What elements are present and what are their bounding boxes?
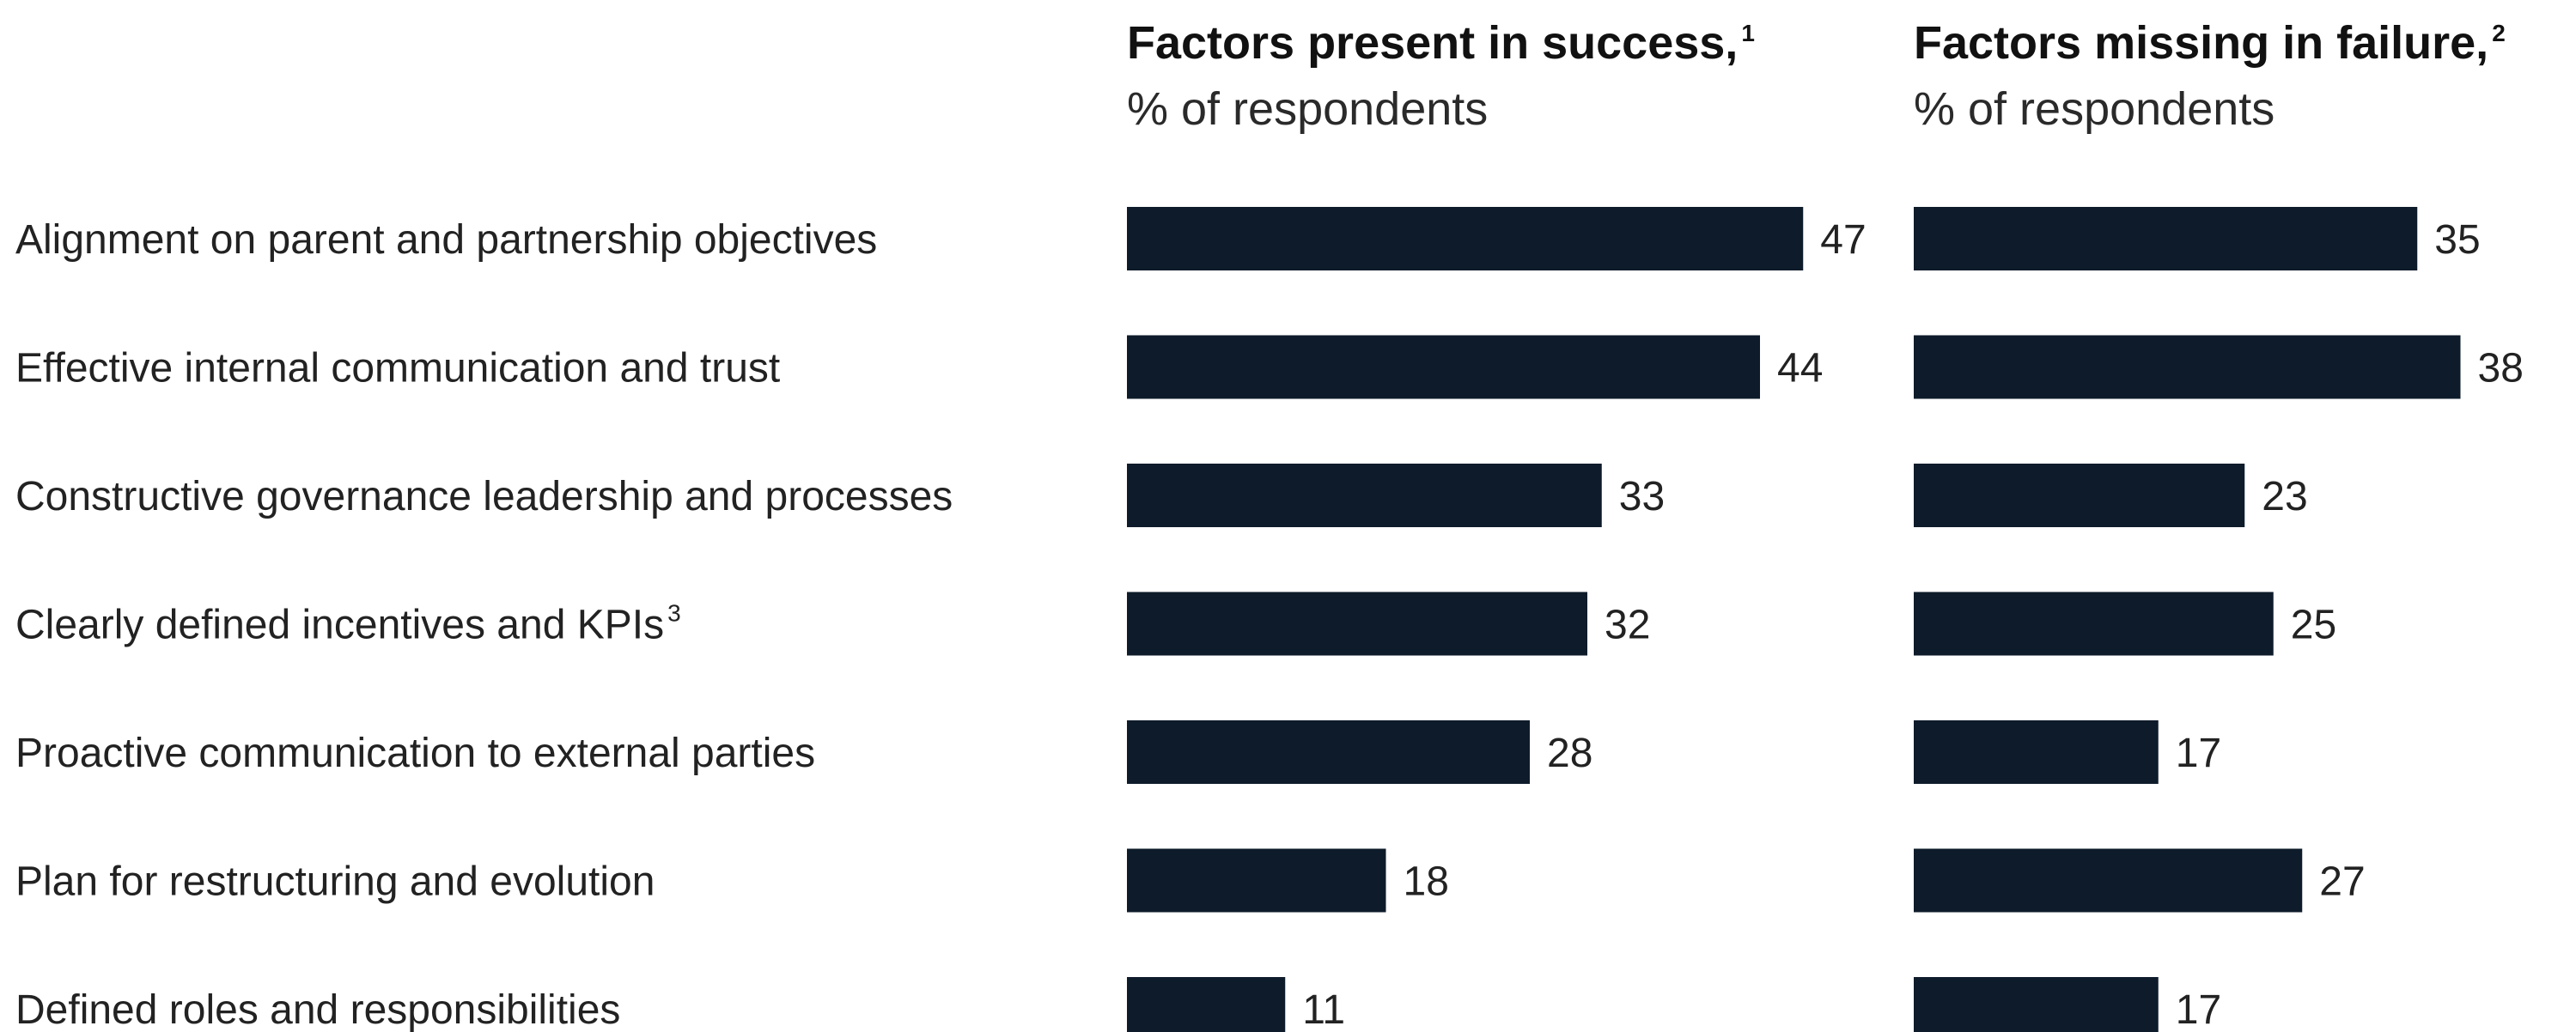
category-label-text: Alignment on parent and partnership obje… [15, 217, 877, 263]
success-panel: Factors present in success, 1 % of respon… [1127, 17, 1867, 1032]
success-bars: 47 44 33 32 28 18 11 [1127, 207, 1867, 1032]
success-panel-title: Factors present in success, 1 [1127, 17, 1755, 69]
category-label: Clearly defined incentives and KPIs 3 [15, 600, 681, 648]
category-label: Plan for restructuring and evolution [15, 859, 655, 905]
failure-panel: Factors missing in failure, 2 % of respon… [1914, 17, 2524, 1032]
value-label: 28 [1547, 731, 1592, 776]
bar [1127, 977, 1286, 1032]
failure-panel-title-footnote: 2 [2492, 20, 2506, 46]
value-label: 23 [2262, 474, 2307, 519]
value-label: 25 [2291, 603, 2336, 648]
bar [1914, 720, 2159, 784]
success-panel-title-text: Factors present in success, [1127, 17, 1738, 69]
value-label: 35 [2434, 217, 2480, 263]
category-label: Defined roles and responsibilities [15, 987, 620, 1032]
bar [1914, 977, 2159, 1032]
category-label: Effective internal communication and tru… [15, 346, 780, 392]
category-labels: Alignment on parent and partnership obje… [15, 217, 953, 1032]
bar [1127, 720, 1530, 784]
category-label-text: Plan for restructuring and evolution [15, 859, 655, 905]
value-label: 44 [1777, 346, 1823, 392]
value-label: 32 [1605, 603, 1650, 648]
bar [1914, 464, 2245, 527]
value-label: 11 [1302, 987, 1345, 1032]
value-label: 18 [1404, 859, 1449, 905]
bar [1914, 848, 2303, 913]
bar [1914, 207, 2418, 270]
category-label-footnote: 3 [667, 600, 681, 627]
value-label: 33 [1619, 474, 1665, 519]
failure-panel-title: Factors missing in failure, 2 [1914, 17, 2506, 69]
bar [1914, 592, 2274, 656]
bar [1127, 335, 1760, 399]
failure-panel-subtitle: % of respondents [1914, 83, 2275, 135]
success-panel-title-footnote: 1 [1741, 20, 1755, 46]
value-label: 17 [2176, 987, 2221, 1032]
category-label-text: Effective internal communication and tru… [15, 346, 780, 392]
value-label: 27 [2319, 859, 2365, 905]
category-label: Constructive governance leadership and p… [15, 474, 953, 519]
failure-panel-title-text: Factors missing in failure, [1914, 17, 2488, 69]
failure-bars: 35 38 23 25 17 27 17 [1914, 207, 2524, 1032]
value-label: 38 [2478, 346, 2524, 392]
success-panel-subtitle: % of respondents [1127, 83, 1488, 135]
value-label: 47 [1820, 217, 1866, 263]
category-label-text: Proactive communication to external part… [15, 731, 815, 776]
bar [1914, 335, 2461, 399]
category-label-text: Clearly defined incentives and KPIs [15, 603, 664, 648]
category-label: Proactive communication to external part… [15, 731, 815, 776]
value-label: 17 [2176, 731, 2221, 776]
bar [1127, 464, 1602, 527]
bar [1127, 848, 1386, 913]
bar [1127, 592, 1587, 656]
category-label-text: Constructive governance leadership and p… [15, 474, 953, 519]
category-label: Alignment on parent and partnership obje… [15, 217, 877, 263]
category-label-text: Defined roles and responsibilities [15, 987, 620, 1032]
bar [1127, 207, 1804, 270]
